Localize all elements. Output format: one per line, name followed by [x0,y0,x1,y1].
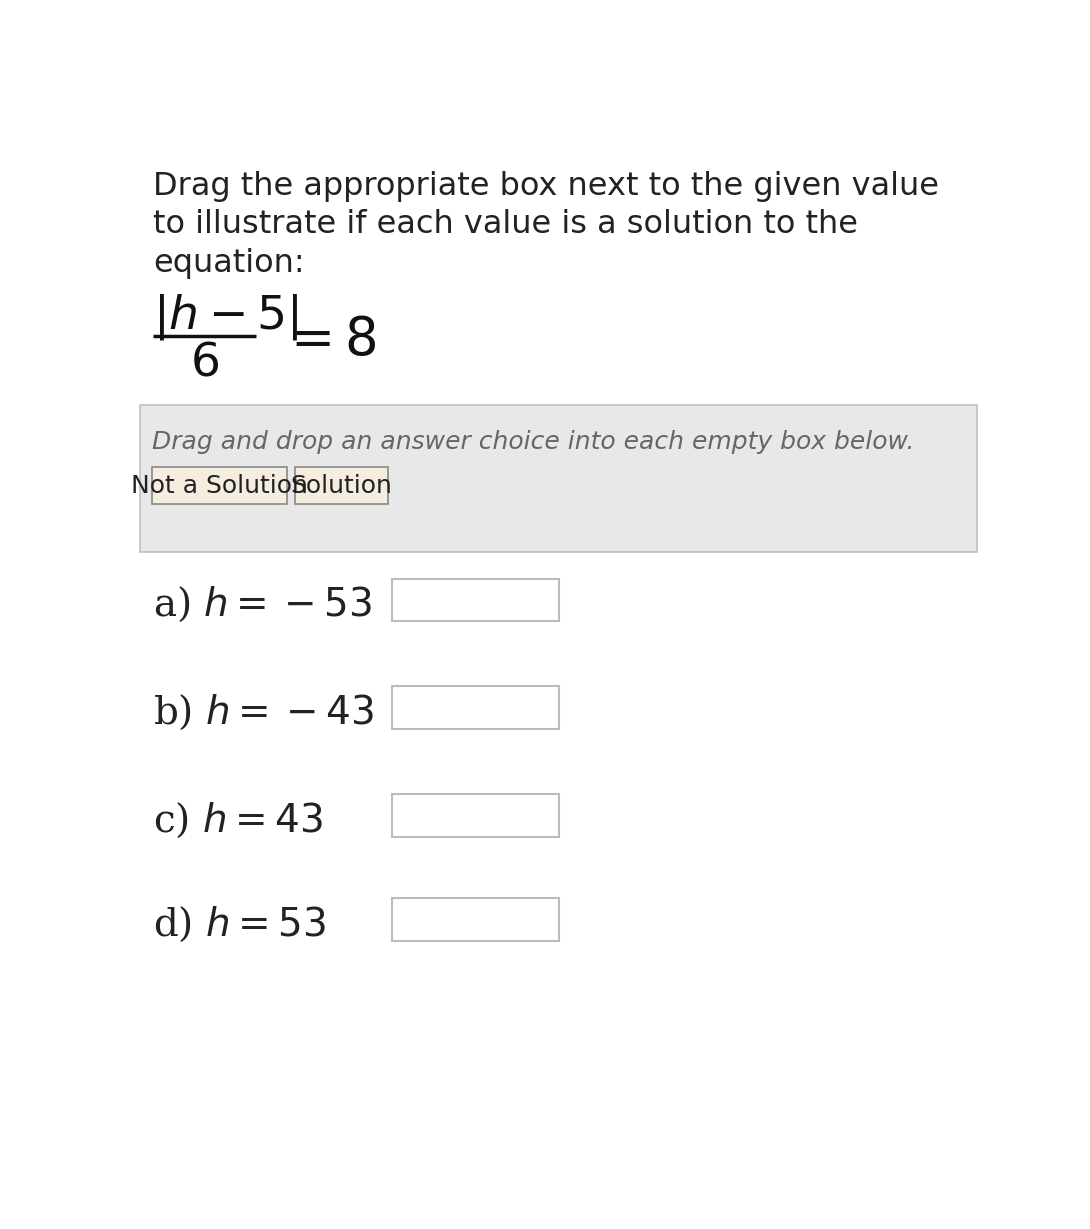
Text: Drag and drop an answer choice into each empty box below.: Drag and drop an answer choice into each… [152,430,915,454]
Text: Not a Solution: Not a Solution [131,473,308,498]
Text: $= 8$: $= 8$ [280,316,376,366]
Text: b) $h = -43$: b) $h = -43$ [154,693,374,732]
FancyBboxPatch shape [392,579,559,621]
Text: equation:: equation: [154,247,305,279]
Text: $6$: $6$ [191,340,219,385]
FancyBboxPatch shape [152,467,288,504]
Text: c) $h = 43$: c) $h = 43$ [154,800,324,839]
Text: Solution: Solution [291,473,392,498]
Text: $|h-5|$: $|h-5|$ [154,293,299,342]
FancyBboxPatch shape [392,687,559,729]
FancyBboxPatch shape [392,794,559,837]
FancyBboxPatch shape [295,467,388,504]
Text: Drag the appropriate box next to the given value: Drag the appropriate box next to the giv… [154,171,940,202]
Text: d) $h = 53$: d) $h = 53$ [154,905,326,944]
Text: a) $h = -53$: a) $h = -53$ [154,585,373,624]
FancyBboxPatch shape [392,898,559,940]
FancyBboxPatch shape [141,406,977,552]
Text: to illustrate if each value is a solution to the: to illustrate if each value is a solutio… [154,209,858,240]
